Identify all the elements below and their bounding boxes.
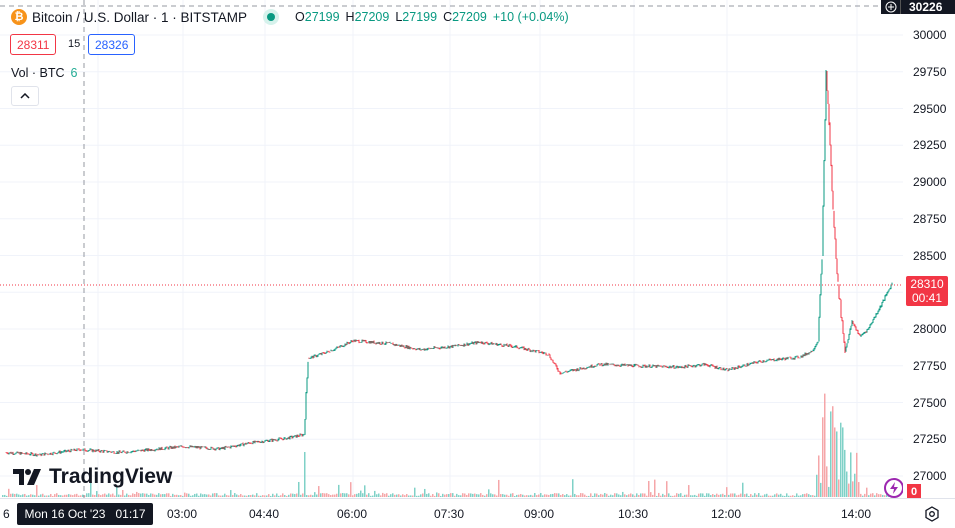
last-price-label: 28310 00:41 (906, 276, 948, 306)
change-value: +10 (+0.04%) (492, 10, 569, 24)
add-alert-plus-icon[interactable] (881, 0, 901, 14)
bitcoin-coin-icon: ₿ (11, 9, 27, 25)
main-chart-pane[interactable]: ₿ Bitcoin / U.S. Dollar · 1 · BITSTAMP O… (0, 0, 903, 498)
low-value: 27199 (402, 10, 438, 24)
tradingview-logo-text: TradingView (49, 465, 173, 488)
alert-count-badge: 0 (907, 484, 921, 499)
price-scale-label: 29000 (913, 175, 947, 189)
time-axis-tick: 12:00 (711, 507, 742, 521)
crosshair-time: 01:17 (115, 507, 146, 521)
symbol-legend: ₿ Bitcoin / U.S. Dollar · 1 · BITSTAMP O… (11, 9, 569, 25)
time-axis-tick: 14:00 (841, 507, 872, 521)
close-value: 27209 (452, 10, 487, 24)
open-key: O (295, 10, 305, 24)
open-value: 27199 (304, 10, 340, 24)
tradingview-logo-icon (13, 469, 41, 485)
high-key: H (345, 10, 355, 24)
bar-countdown: 00:41 (911, 291, 943, 305)
ohlc-values: O27199 H27209 L27199 C27209 +10 (+0.04%) (295, 10, 569, 24)
price-scale-label: 28000 (913, 322, 947, 336)
volume-value: 6 (70, 66, 78, 80)
price-scale-label: 27750 (913, 358, 947, 373)
close-key: C (443, 10, 453, 24)
crosshair-time-label: Mon 16 Oct '23 01:17 (17, 503, 153, 525)
price-scale-label: 29250 (913, 138, 947, 153)
price-scale-label: 29500 (913, 101, 947, 116)
price-scale-label: 29750 (913, 64, 947, 79)
symbol-title[interactable]: Bitcoin / U.S. Dollar · 1 · BITSTAMP (32, 9, 248, 25)
time-axis-tick: 09:00 (524, 507, 555, 521)
last-price-value: 28310 (910, 277, 944, 291)
price-scale-label: 27500 (913, 395, 947, 410)
crosshair-date: Mon 16 Oct '23 (24, 507, 106, 521)
time-axis[interactable]: 6 03:00 04:40 06:00 07:30 09:00 10:30 12:00 14:… (0, 498, 955, 528)
sell-button[interactable]: 28311 (10, 34, 57, 55)
buy-button[interactable]: 28326 (88, 34, 136, 55)
price-scale-label: 30000 (913, 28, 947, 42)
chart-settings-gear-icon[interactable] (924, 506, 940, 522)
tradingview-logo[interactable]: TradingView (13, 465, 172, 489)
collapse-legend-button[interactable] (11, 86, 39, 106)
time-axis-tick: 04:40 (249, 507, 280, 521)
crosshair-price-value: 30226 (909, 0, 943, 14)
crosshair-price-label: 30226 (881, 0, 955, 14)
price-scale[interactable]: 3000029750295002925029000287502850028250… (903, 0, 955, 498)
volume-label: Vol · BTC (11, 66, 65, 80)
time-edge-label: 6 (3, 507, 10, 521)
lightning-alert-button[interactable] (884, 478, 903, 498)
market-open-dot-icon (263, 9, 280, 25)
candlestick-chart[interactable] (0, 0, 903, 498)
lightning-icon (890, 482, 898, 494)
time-axis-tick: 10:30 (618, 507, 649, 521)
price-scale-label: 28750 (913, 211, 947, 226)
time-axis-tick: 07:30 (434, 507, 465, 521)
spread-value: 15 (68, 38, 81, 50)
price-scale-label: 27250 (913, 432, 947, 447)
time-axis-tick: 03:00 (167, 507, 198, 521)
price-scale-label: 27000 (913, 469, 947, 483)
high-value: 27209 (354, 10, 390, 24)
price-scale-label: 28500 (913, 248, 947, 263)
volume-legend[interactable]: Vol · BTC 6 (11, 66, 77, 80)
time-axis-tick: 06:00 (337, 507, 368, 521)
chevron-up-icon (20, 93, 30, 99)
low-key: L (395, 10, 403, 24)
